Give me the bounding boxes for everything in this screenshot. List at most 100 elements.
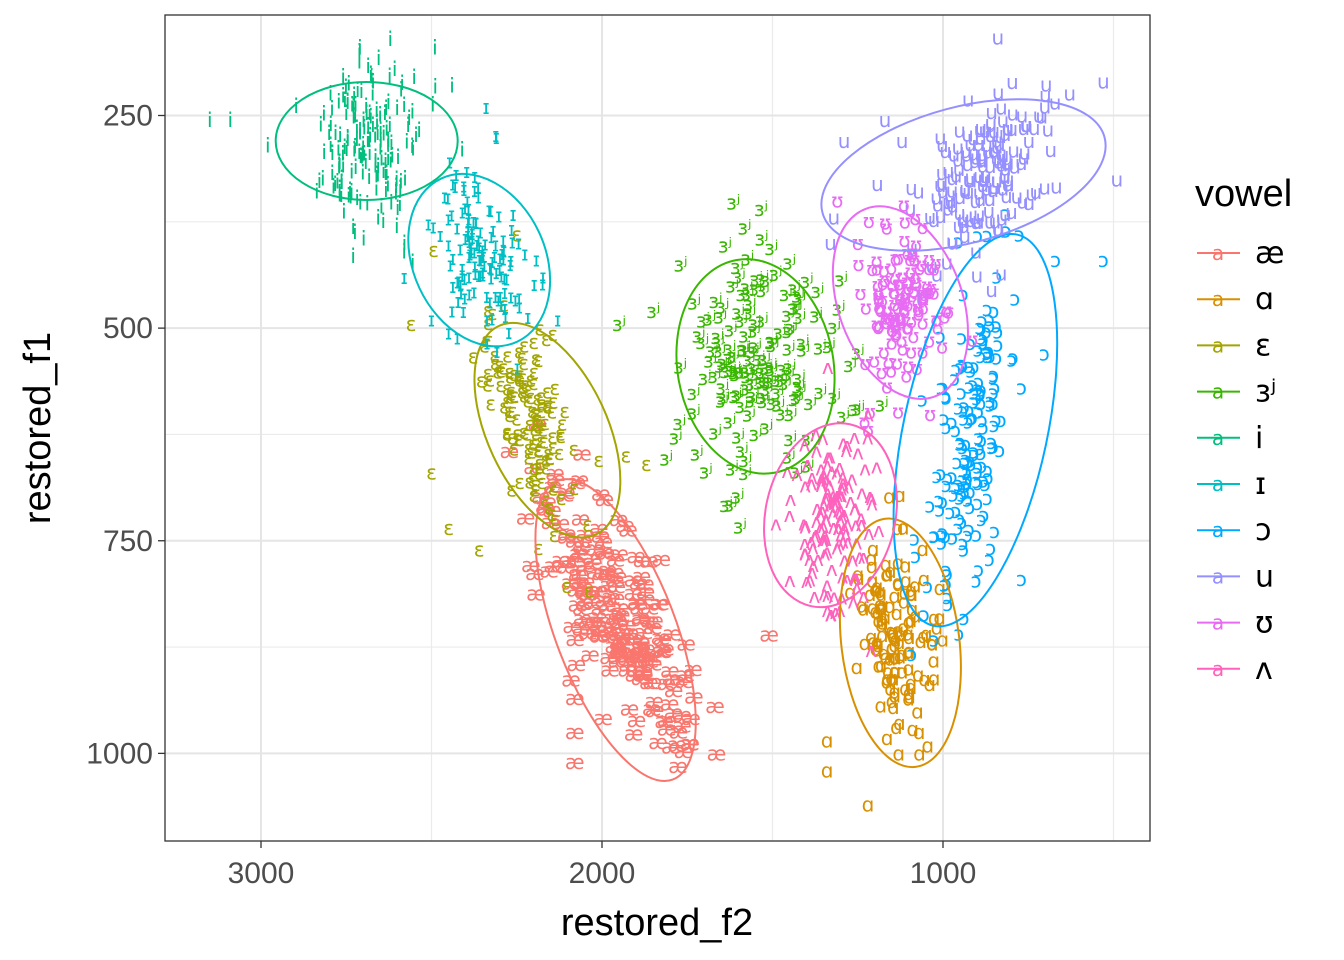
- data-point: ɜʲ: [747, 318, 761, 342]
- data-point: u: [828, 206, 841, 230]
- data-point: i: [337, 150, 343, 174]
- data-point: ɑ: [872, 633, 885, 657]
- data-point: æ: [652, 627, 672, 651]
- data-point: ɪ: [481, 253, 488, 277]
- data-point: i: [345, 127, 351, 151]
- data-point: i: [384, 116, 390, 140]
- data-point: ʊ: [886, 317, 898, 341]
- data-point: ɔ: [936, 523, 947, 547]
- data-point: ɑ: [898, 590, 911, 614]
- data-point: ɑ: [930, 616, 943, 640]
- data-point: i: [328, 81, 334, 105]
- data-point: u: [961, 204, 974, 228]
- data-point: ɑ: [896, 642, 909, 666]
- data-point: æ: [618, 518, 638, 542]
- data-point: u: [1015, 151, 1028, 175]
- data-point: ʌ: [832, 516, 844, 540]
- data-point: u: [995, 152, 1008, 176]
- data-point: æ: [627, 591, 647, 615]
- data-point: æ: [631, 636, 651, 660]
- data-point: ɔ: [941, 415, 952, 439]
- data-point: ɪ: [449, 171, 456, 195]
- data-point: æ: [636, 586, 656, 610]
- data-point: ɔ: [982, 223, 993, 247]
- data-point: ɔ: [950, 499, 961, 523]
- data-point: ɛ: [507, 425, 518, 449]
- data-point: ɜʲ: [673, 252, 687, 276]
- data-point: ɪ: [477, 262, 484, 286]
- data-point: æ: [634, 659, 654, 683]
- data-point: i: [350, 244, 356, 268]
- data-point: i: [363, 150, 369, 174]
- data-point: ʌ: [840, 438, 852, 462]
- data-point: ʊ: [917, 286, 929, 310]
- data-point: ʌ: [863, 521, 875, 545]
- data-point: ʊ: [913, 256, 925, 280]
- data-point: æ: [609, 542, 629, 566]
- data-point: i: [357, 49, 363, 73]
- data-point: ɜʲ: [715, 389, 729, 413]
- data-point: ɜʲ: [783, 402, 797, 426]
- data-point: ɔ: [953, 395, 964, 419]
- data-point: ɔ: [991, 265, 1002, 289]
- data-point: ɔ: [942, 466, 953, 490]
- data-point: ɔ: [947, 465, 958, 489]
- data-point: ɛ: [505, 381, 516, 405]
- data-point: ɑ: [874, 693, 887, 717]
- data-point: æ: [609, 637, 629, 661]
- data-point: u: [1063, 82, 1076, 106]
- data-point: ɑ: [880, 552, 893, 576]
- data-point: ʌ: [810, 522, 822, 546]
- data-point: ʌ: [821, 453, 833, 477]
- data-point: ɜʲ: [752, 370, 766, 394]
- data-point: ɔ: [966, 406, 977, 430]
- data-point: ɪ: [499, 228, 506, 252]
- data-point: æ: [565, 548, 585, 572]
- data-point: ʊ: [902, 353, 914, 377]
- data-point: ʊ: [923, 328, 935, 352]
- data-point: ɜʲ: [748, 422, 762, 446]
- data-point: ʌ: [827, 483, 839, 507]
- data-point: æ: [598, 558, 618, 582]
- data-point: ɔ: [986, 430, 997, 454]
- data-point: i: [336, 137, 342, 161]
- data-point: i: [359, 145, 365, 169]
- data-point: ɪ: [464, 210, 471, 234]
- data-point: ʊ: [872, 282, 884, 306]
- data-point: ɪ: [458, 256, 465, 280]
- data-point: ɔ: [935, 461, 946, 485]
- data-point: ɜʲ: [754, 360, 768, 384]
- data-point: u: [917, 280, 930, 304]
- data-point: ɑ: [872, 654, 885, 678]
- data-point: ʌ: [815, 466, 827, 490]
- data-point: æ: [707, 741, 727, 765]
- data-point: ɑ: [871, 601, 884, 625]
- data-point: ɔ: [975, 382, 986, 406]
- data-point: æ: [597, 593, 617, 617]
- data-point: æ: [615, 620, 635, 644]
- data-point: ʌ: [821, 540, 833, 564]
- data-point: ʌ: [854, 545, 866, 569]
- data-point: i: [369, 65, 375, 89]
- data-point: ɔ: [971, 569, 982, 593]
- data-point: ɔ: [985, 536, 996, 560]
- data-point: ɜʲ: [731, 301, 745, 325]
- legend-label: ʊ: [1255, 606, 1274, 641]
- data-point: ɔ: [961, 441, 972, 465]
- data-point: æ: [640, 609, 660, 633]
- data-point: ɛ: [487, 301, 498, 325]
- data-point: ɛ: [525, 385, 536, 409]
- data-point: ɑ: [821, 758, 834, 782]
- data-point: ʌ: [801, 569, 813, 593]
- data-point: u: [879, 108, 892, 132]
- data-point: u: [1040, 72, 1053, 96]
- data-point: ɔ: [991, 314, 1002, 338]
- data-point: ɑ: [909, 574, 922, 598]
- data-point: ʊ: [872, 281, 884, 305]
- data-point: ɔ: [961, 459, 972, 483]
- data-point: ɔ: [942, 592, 953, 616]
- data-point: ɑ: [876, 623, 889, 647]
- data-point: ɪ: [501, 280, 508, 304]
- data-point: ʌ: [850, 512, 862, 536]
